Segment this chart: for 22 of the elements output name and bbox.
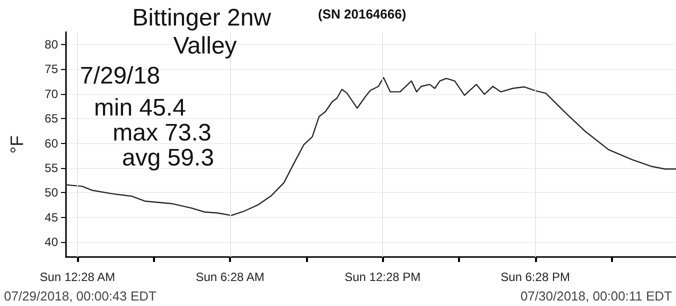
y-tick-label: 60: [44, 136, 58, 150]
annotation: max 73.3: [112, 120, 212, 146]
annotation: avg 59.3: [122, 144, 214, 172]
y-tick-label: 65: [44, 112, 58, 126]
chart-subtitle: (SN 20164666): [318, 6, 406, 22]
y-tick-label: 70: [44, 86, 58, 101]
x-tick-label: Sun 12:28 AM: [40, 270, 116, 284]
y-axis-title: °F: [7, 135, 27, 154]
y-tick-label: 55: [44, 160, 58, 175]
y-tick-label: 45: [44, 210, 58, 224]
chart-title: Bittinger 2nw Valley: [132, 4, 278, 60]
y-tick-label: 50: [44, 186, 58, 200]
x-tick-label: Sun 6:28 PM: [500, 270, 570, 284]
text: 07/30/2018, 00:00:11 EDT: [520, 288, 672, 304]
x-tick-label: Sun 6:28 AM: [196, 270, 264, 284]
y-tick-label: 75: [44, 62, 58, 76]
annotation: 7/29/18: [80, 62, 160, 90]
text: 07/29/2018, 00:00:43 EDT: [4, 288, 157, 304]
x-tick-label: Sun 12:28 PM: [344, 270, 421, 284]
y-tick-label: 40: [44, 235, 58, 250]
annotation: min 45.4: [94, 94, 186, 122]
y-tick-label: 80: [44, 37, 58, 52]
